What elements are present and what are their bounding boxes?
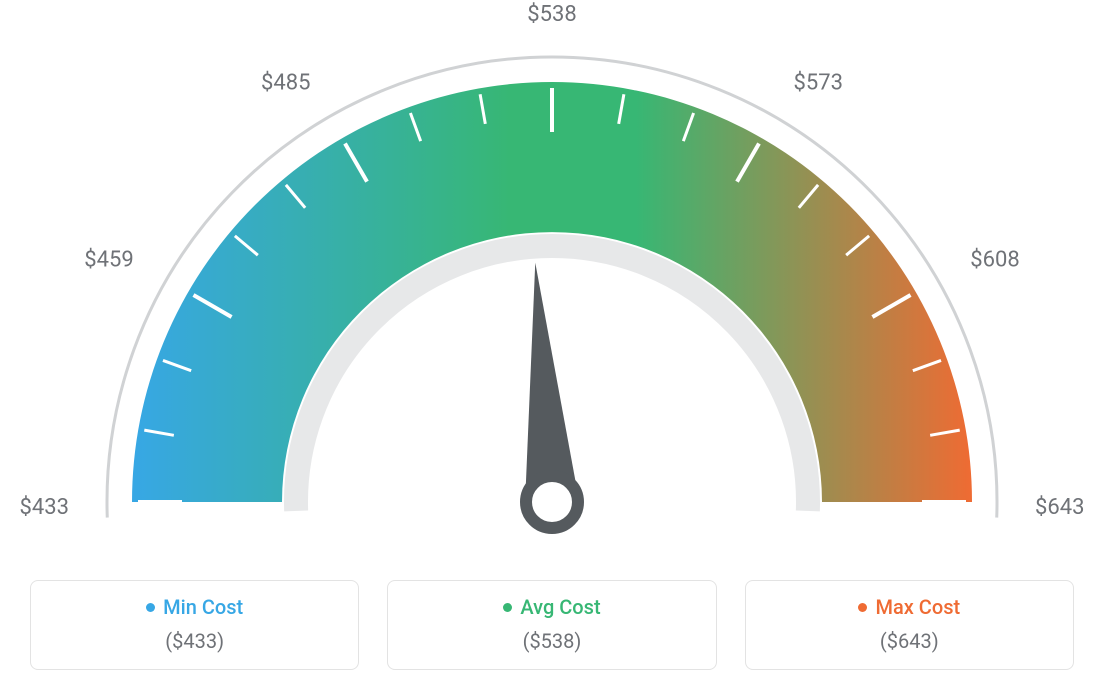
legend-max-dot <box>858 603 867 612</box>
legend-min-box: Min Cost ($433) <box>30 580 359 670</box>
legend-avg-dot <box>503 603 512 612</box>
gauge-chart-container: $433 $459 $485 $538 $573 $608 $643 Min Cost ($… <box>0 0 1104 690</box>
legend-avg-value: ($538) <box>406 629 697 653</box>
cost-gauge: $433 $459 $485 $538 $573 $608 $643 <box>0 0 1104 560</box>
legend-min-value: ($433) <box>49 629 340 653</box>
tick-label: $608 <box>970 247 1019 272</box>
tick-label: $538 <box>527 2 576 27</box>
tick-label: $459 <box>84 247 133 272</box>
tick-label: $643 <box>1035 495 1084 520</box>
legend-avg-label: Avg Cost <box>520 595 600 619</box>
legend-min-dot <box>146 603 155 612</box>
legend-max-value: ($643) <box>764 629 1055 653</box>
needle-hub <box>526 476 578 528</box>
tick-label: $433 <box>20 495 69 520</box>
legend-max-box: Max Cost ($643) <box>745 580 1074 670</box>
legend-avg-box: Avg Cost ($538) <box>387 580 716 670</box>
legend-max-title: Max Cost <box>858 595 960 619</box>
legend-max-label: Max Cost <box>875 595 960 619</box>
legend-avg-title: Avg Cost <box>503 595 600 619</box>
legend-min-title: Min Cost <box>146 595 243 619</box>
tick-label: $573 <box>794 71 843 96</box>
legend-min-label: Min Cost <box>163 595 243 619</box>
tick-label: $485 <box>261 71 310 96</box>
legend-row: Min Cost ($433) Avg Cost ($538) Max Cost… <box>0 580 1104 670</box>
